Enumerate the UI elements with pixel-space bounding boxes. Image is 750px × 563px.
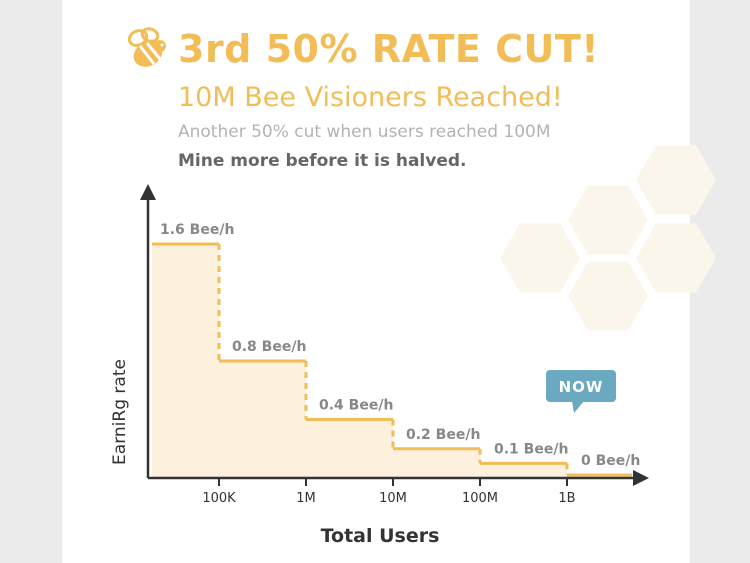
now-badge-pointer bbox=[572, 401, 584, 413]
rate-label-5: 0 Bee/h bbox=[581, 453, 640, 469]
call-to-action: Mine more before it is halved. bbox=[178, 151, 467, 171]
hexagon-3 bbox=[636, 145, 716, 215]
chart-axes: 100K 1M 10M 100M 1B Total Users EarniRg rate bbox=[110, 184, 649, 547]
info-note: Another 50% cut when users reached 100M bbox=[178, 122, 551, 142]
bee-icon bbox=[127, 27, 166, 67]
rate-label-2: 0.4 Bee/h bbox=[319, 398, 393, 414]
hexagon-0 bbox=[500, 223, 580, 293]
hexagon-decoration bbox=[500, 145, 716, 331]
x-tick-label-0: 100K bbox=[202, 491, 236, 506]
x-tick-label-2: 10M bbox=[379, 491, 407, 506]
now-badge-label: NOW bbox=[559, 378, 604, 396]
hexagon-2 bbox=[568, 261, 648, 331]
page-title: 3rd 50% RATE CUT! bbox=[178, 27, 600, 71]
rate-label-1: 0.8 Bee/h bbox=[232, 339, 306, 355]
y-axis-title: EarniRg rate bbox=[110, 359, 130, 465]
rate-label-0: 1.6 Bee/h bbox=[160, 222, 234, 238]
hexagon-1 bbox=[568, 185, 648, 255]
now-badge: NOW bbox=[546, 370, 616, 413]
title-row: 3rd 50% RATE CUT! bbox=[124, 26, 599, 72]
chart-labels: 1.6 Bee/h 0.8 Bee/h 0.4 Bee/h 0.2 Bee/h 0.1 … bbox=[160, 222, 640, 469]
area-fill bbox=[152, 244, 632, 478]
rate-label-4: 0.1 Bee/h bbox=[494, 441, 568, 457]
x-tick-label-3: 100M bbox=[462, 491, 498, 506]
subtitle: 10M Bee Visioners Reached! bbox=[178, 82, 563, 113]
chart-area bbox=[152, 242, 632, 478]
x-axis-title: Total Users bbox=[321, 525, 440, 547]
y-axis-arrow bbox=[140, 184, 156, 200]
hexagon-4 bbox=[636, 223, 716, 293]
x-axis-arrow bbox=[633, 470, 649, 486]
now-badge-bg bbox=[546, 370, 616, 402]
x-tick-label-1: 1M bbox=[296, 491, 316, 506]
x-tick-label-4: 1B bbox=[558, 491, 575, 506]
rate-label-3: 0.2 Bee/h bbox=[406, 427, 480, 443]
